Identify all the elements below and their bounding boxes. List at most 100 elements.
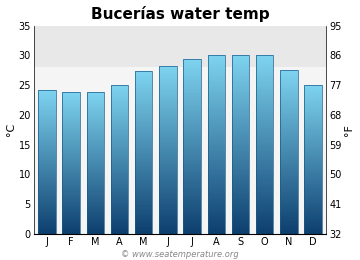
Bar (183, 112, 201, 113)
Bar (159, 95, 177, 96)
Bar (232, 110, 249, 111)
Bar (256, 143, 273, 144)
Bar (38, 90, 56, 234)
Bar (256, 87, 273, 88)
Bar (62, 93, 80, 94)
Bar (87, 141, 104, 142)
Bar (304, 136, 322, 137)
Bar (183, 222, 201, 223)
Bar (280, 81, 298, 82)
Bar (280, 156, 298, 157)
Bar (159, 105, 177, 106)
Bar (183, 137, 201, 138)
Bar (62, 115, 80, 116)
Bar (232, 59, 249, 60)
Bar (208, 174, 225, 175)
Bar (111, 101, 128, 102)
Bar (159, 104, 177, 105)
Bar (111, 168, 128, 169)
Bar (304, 206, 322, 207)
Bar (208, 100, 225, 101)
Bar (208, 135, 225, 136)
Bar (111, 176, 128, 177)
Bar (208, 224, 225, 225)
Bar (159, 150, 177, 151)
Bar (208, 210, 225, 211)
Bar (62, 140, 80, 141)
Bar (159, 146, 177, 147)
Bar (62, 138, 80, 139)
Bar (111, 88, 128, 89)
Bar (183, 190, 201, 191)
Bar (280, 150, 298, 151)
Bar (62, 207, 80, 208)
Bar (280, 170, 298, 171)
Bar (62, 223, 80, 224)
Bar (183, 79, 201, 80)
Bar (280, 132, 298, 133)
Bar (183, 131, 201, 132)
Bar (159, 223, 177, 224)
Bar (159, 202, 177, 203)
Bar (208, 85, 225, 86)
Bar (111, 138, 128, 139)
Bar (232, 57, 249, 58)
Bar (304, 120, 322, 121)
Bar (38, 201, 56, 202)
Bar (208, 157, 225, 158)
Bar (159, 185, 177, 186)
Bar (280, 183, 298, 184)
Bar (208, 82, 225, 83)
Bar (280, 218, 298, 219)
Bar (183, 147, 201, 148)
Y-axis label: °C: °C (5, 123, 15, 136)
Bar (135, 103, 152, 104)
Bar (38, 185, 56, 186)
Bar (159, 151, 177, 152)
Bar (159, 232, 177, 233)
Bar (159, 134, 177, 135)
Bar (304, 172, 322, 173)
Bar (38, 156, 56, 157)
Bar (280, 158, 298, 159)
Bar (38, 143, 56, 144)
Bar (183, 74, 201, 75)
Bar (208, 86, 225, 87)
Bar (304, 111, 322, 112)
Bar (111, 225, 128, 226)
Bar (87, 186, 104, 187)
Bar (280, 142, 298, 143)
Bar (87, 221, 104, 222)
Bar (111, 120, 128, 121)
Bar (256, 81, 273, 82)
Bar (183, 212, 201, 213)
Bar (232, 213, 249, 214)
Bar (232, 138, 249, 139)
Bar (135, 87, 152, 88)
Bar (280, 135, 298, 136)
Bar (183, 232, 201, 233)
Bar (183, 142, 201, 143)
Bar (159, 110, 177, 111)
Bar (87, 98, 104, 99)
Bar (38, 210, 56, 211)
Bar (135, 92, 152, 93)
Bar (208, 115, 225, 116)
Bar (280, 189, 298, 190)
Bar (135, 108, 152, 109)
Bar (183, 155, 201, 156)
Bar (256, 163, 273, 164)
Bar (232, 159, 249, 160)
Bar (256, 175, 273, 176)
Bar (38, 231, 56, 232)
Bar (304, 209, 322, 210)
Bar (62, 219, 80, 220)
Bar (280, 116, 298, 117)
Bar (232, 160, 249, 161)
Bar (87, 192, 104, 193)
Bar (38, 206, 56, 207)
Bar (183, 135, 201, 136)
Bar (87, 177, 104, 178)
Bar (111, 165, 128, 166)
Bar (183, 84, 201, 85)
